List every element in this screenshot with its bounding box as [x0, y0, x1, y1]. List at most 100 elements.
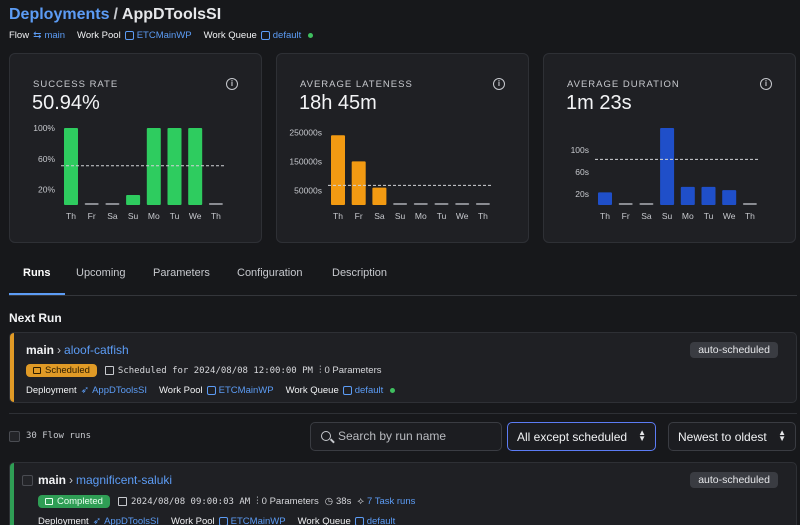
average-duration-chart: 100s 60s 20s Th Fr Sa Su Mo Tu We Th [571, 128, 760, 221]
x-tick-label: Tu [704, 211, 714, 221]
run-name-link[interactable]: aloof-catfish [64, 343, 129, 357]
x-tick-label: Mo [148, 211, 160, 221]
x-tick-label: We [456, 211, 469, 221]
average-duration-card: AVERAGE DURATION 1m 23s i 100s 60s 20s Th Fr… [543, 53, 796, 243]
work-queue-label: Work Queue [297, 516, 351, 525]
deployment-meta: Flow ⇆ main Work Pool ETCMainWP Work Queu… [9, 30, 325, 41]
next-run-heading: Next Run [9, 311, 62, 325]
run-start-time: 2024/08/08 09:00:03 AM [130, 496, 251, 507]
info-icon[interactable]: i [760, 78, 772, 90]
chevron-right-icon: › [69, 473, 74, 487]
work-queue-link[interactable]: default [260, 30, 314, 41]
calendar-icon [33, 367, 41, 374]
flow-link[interactable]: ⇆ main [33, 30, 65, 41]
work-queue-label: Work Queue [285, 385, 339, 396]
work-queue-icon [260, 31, 270, 40]
work-pool-label: Work Pool [77, 30, 121, 41]
select-all-checkbox[interactable] [9, 431, 20, 442]
chart-bar [393, 203, 408, 205]
average-lateness-card: AVERAGE LATENESS 18h 45m i 250000s 150000… [276, 53, 529, 243]
run-select-checkbox[interactable] [22, 475, 33, 486]
chevron-right-icon: › [57, 343, 62, 357]
deployment-link[interactable]: ➶ AppDToolsSI [93, 516, 159, 525]
run-state-row: Completed 2024/08/08 09:00:03 AM ⫶ 0 Para… [38, 495, 415, 508]
work-queue-value: default [272, 30, 302, 41]
x-tick-label: We [189, 211, 202, 221]
state-badge: Scheduled [26, 364, 97, 377]
flow-run-card[interactable]: main › magnificent-saluki auto-scheduled C… [9, 462, 797, 525]
work-pool-icon [124, 31, 134, 40]
chart-bar [660, 128, 675, 205]
chart-bar [639, 203, 654, 205]
breadcrumb-deployments-link[interactable]: Deployments [9, 6, 110, 23]
work-pool-link[interactable]: ETCMainWP [218, 516, 286, 525]
state-stripe [10, 333, 14, 402]
chevron-up-down-icon: ▲ ▼ [638, 428, 646, 443]
tab-parameters[interactable]: Parameters [153, 267, 210, 279]
run-meta: Deployment ➶ AppDToolsSI Work Pool ETCMai… [26, 385, 407, 396]
chart-bar [167, 128, 182, 205]
run-parameters[interactable]: 0 Parameters [261, 496, 319, 507]
state-badge: Completed [38, 495, 110, 508]
x-tick-label: Th [66, 211, 76, 221]
y-tick-label: 250000s [289, 127, 322, 137]
x-tick-label: Tu [170, 211, 180, 221]
stat-label: AVERAGE DURATION [567, 79, 680, 90]
sort-select[interactable]: Newest to oldest ▲ ▼ [668, 422, 796, 451]
x-tick-label: We [723, 211, 736, 221]
chart-bar [742, 203, 757, 205]
tab-upcoming[interactable]: Upcoming [76, 267, 126, 279]
work-queue-icon [342, 386, 352, 395]
check-icon [45, 498, 53, 505]
next-run-card[interactable]: main › aloof-catfish auto-scheduled Schedu… [9, 332, 797, 403]
info-icon[interactable]: i [493, 78, 505, 90]
queue-status-dot [308, 33, 314, 38]
work-queue-link[interactable]: default [342, 385, 396, 396]
run-parameters[interactable]: 0 Parameters [324, 365, 382, 376]
work-pool-link[interactable]: ETCMainWP [124, 30, 192, 41]
tab-runs[interactable]: Runs [9, 262, 65, 295]
auto-scheduled-badge: auto-scheduled [690, 342, 778, 358]
state-label: Completed [57, 496, 103, 507]
work-queue-value: default [366, 516, 396, 525]
state-filter-value: All except scheduled [517, 430, 628, 444]
success-rate-chart: 100% 60% 20% Th Fr Sa Su Mo Tu We Th [33, 123, 226, 221]
flow-value: main [44, 30, 66, 41]
state-filter-select[interactable]: All except scheduled ▲ ▼ [507, 422, 656, 451]
chart-bar [331, 135, 345, 205]
average-lateness-chart: 250000s 150000s 50000s Th Fr Sa Su Mo Tu We Th [289, 127, 493, 221]
chart-bar [146, 128, 161, 205]
chart-bar [680, 186, 695, 205]
chart-bar [455, 203, 470, 205]
y-tick-label: 60s [575, 167, 589, 177]
work-queue-link[interactable]: default [354, 516, 396, 525]
task-runs-link[interactable]: 7 Task runs [366, 496, 416, 507]
tab-description[interactable]: Description [332, 267, 388, 279]
clock-icon: ◷ [324, 496, 333, 507]
calendar-icon [117, 497, 127, 506]
y-tick-label: 20% [38, 185, 55, 195]
run-flow-link[interactable]: main [38, 473, 67, 487]
work-queue-label: Work Queue [203, 30, 257, 41]
deployment-value: AppDToolsSI [104, 516, 160, 525]
chart-bar [105, 203, 120, 205]
work-pool-value: ETCMainWP [230, 516, 286, 525]
stat-label: AVERAGE LATENESS [300, 79, 413, 90]
breadcrumb: Deployments / AppDToolsSI [9, 6, 325, 24]
section-divider [9, 413, 797, 414]
deployment-link[interactable]: ➶ AppDToolsSI [81, 385, 147, 396]
info-icon[interactable]: i [226, 78, 238, 90]
stat-value: 1m 23s [566, 92, 632, 114]
run-flow-link[interactable]: main [26, 343, 55, 357]
work-pool-link[interactable]: ETCMainWP [206, 385, 274, 396]
x-tick-label: Tu [437, 211, 447, 221]
chart-bar [413, 203, 428, 205]
x-tick-label: Sa [641, 211, 652, 221]
run-title: main › magnificent-saluki [38, 473, 172, 487]
parameters-icon: ⫶ [256, 495, 259, 507]
search-input[interactable] [338, 429, 498, 443]
tab-configuration[interactable]: Configuration [237, 267, 303, 279]
run-meta: Deployment ➶ AppDToolsSI Work Pool ETCMai… [38, 516, 407, 525]
x-tick-label: Th [478, 211, 488, 221]
run-name-link[interactable]: magnificent-saluki [76, 473, 173, 487]
